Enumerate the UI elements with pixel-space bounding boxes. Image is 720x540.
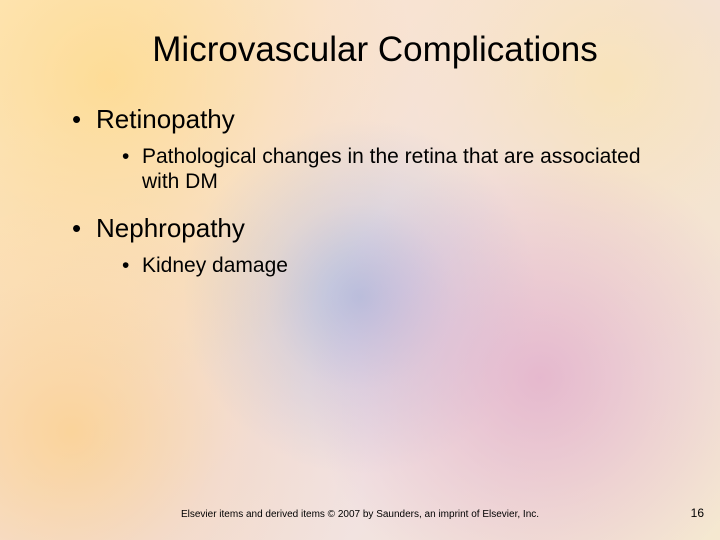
slide: Microvascular Complications Retinopathy … <box>0 0 720 540</box>
bullet-list: Retinopathy Pathological changes in the … <box>50 104 670 278</box>
sub-bullet-item: Kidney damage <box>126 254 670 279</box>
bullet-item-nephropathy: Nephropathy Kidney damage <box>78 213 670 279</box>
slide-title: Microvascular Complications <box>50 30 670 70</box>
bullet-item-retinopathy: Retinopathy Pathological changes in the … <box>78 104 670 195</box>
sub-bullet-list: Pathological changes in the retina that … <box>96 145 670 195</box>
page-number: 16 <box>691 506 704 520</box>
bullet-label: Retinopathy <box>96 104 235 134</box>
bullet-label: Nephropathy <box>96 213 245 243</box>
sub-bullet-item: Pathological changes in the retina that … <box>126 145 670 195</box>
copyright-footer: Elsevier items and derived items © 2007 … <box>0 509 720 520</box>
sub-bullet-list: Kidney damage <box>96 254 670 279</box>
